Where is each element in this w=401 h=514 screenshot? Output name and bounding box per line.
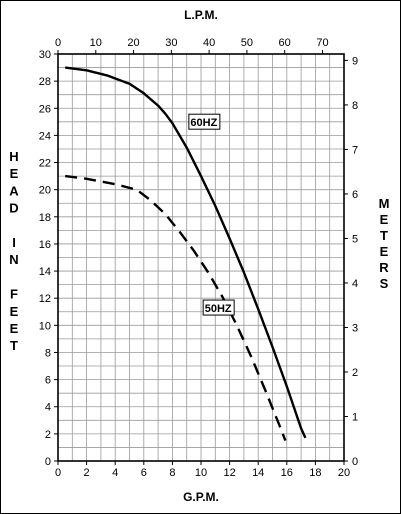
- feet-tick-label: 14: [39, 266, 51, 278]
- top-axis-title: L.P.M.: [184, 8, 218, 22]
- series-line-60hz: [65, 66, 307, 439]
- feet-tick-label: 28: [39, 76, 51, 88]
- left-axis-title-letter: H: [9, 149, 18, 164]
- feet-tick-label: 12: [39, 293, 51, 305]
- lpm-tick-label: 30: [165, 37, 177, 49]
- feet-tick-label: 4: [45, 402, 51, 414]
- left-axis-title-letter: N: [9, 252, 18, 267]
- feet-tick-label: 26: [39, 103, 51, 115]
- feet-tick-label: 0: [45, 456, 51, 468]
- curve-label-box-60hz: [188, 113, 221, 130]
- feet-tick-label: 22: [39, 158, 51, 170]
- right-axis-title-letter: E: [380, 212, 389, 227]
- meters-tick-label: 9: [352, 55, 358, 67]
- right-axis-title-letter: R: [379, 260, 389, 275]
- gpm-tick-label: 8: [169, 467, 175, 479]
- meters-tick-label: 7: [352, 144, 358, 156]
- left-axis-title-letter: E: [10, 304, 19, 319]
- left-axis-title-letter: E: [10, 166, 19, 181]
- series-lines: [65, 66, 307, 442]
- lpm-tick-label: 50: [241, 37, 253, 49]
- meters-tick-label: 1: [352, 411, 358, 423]
- left-axis-title-letter: I: [12, 235, 16, 250]
- gpm-tick-label: 6: [141, 467, 147, 479]
- meters-tick-label: 4: [352, 278, 358, 290]
- right-axis-title-letter: E: [380, 244, 389, 259]
- feet-tick-label: 18: [39, 212, 51, 224]
- right-axis-title-letter: S: [380, 276, 389, 291]
- curve-label-60hz: 60HZ: [190, 117, 217, 129]
- feet-tick-label: 24: [39, 130, 51, 142]
- left-axis-title-letter: A: [9, 183, 19, 198]
- right-axis-title-letter: M: [379, 196, 390, 211]
- meters-tick-label: 5: [352, 233, 358, 245]
- feet-tick-label: 30: [39, 49, 51, 61]
- curve-label-50hz: 50HZ: [205, 303, 232, 315]
- lpm-tick-label: 60: [279, 37, 291, 49]
- meters-tick-label: 8: [352, 100, 358, 112]
- gpm-tick-label: 12: [223, 467, 235, 479]
- gpm-tick-label: 20: [338, 467, 350, 479]
- feet-tick-label: 8: [45, 347, 51, 359]
- feet-tick-label: 10: [39, 320, 51, 332]
- lpm-tick-label: 40: [203, 37, 215, 49]
- lpm-tick-label: 20: [127, 37, 139, 49]
- meters-tick-label: 3: [352, 322, 358, 334]
- bottom-axis-title: G.P.M.: [183, 490, 219, 504]
- meters-tick-label: 2: [352, 367, 358, 379]
- feet-tick-label: 6: [45, 375, 51, 387]
- curve-label-box-50hz: [202, 299, 235, 316]
- feet-tick-label: 16: [39, 239, 51, 251]
- left-axis-title-letter: T: [10, 338, 18, 353]
- tick-labels: 0 2 4 6 8 10 12 14 16 18 200 10 20 30 40 50 60 7002468101…: [39, 37, 358, 479]
- gpm-tick-label: 0: [55, 467, 61, 479]
- gpm-tick-label: 16: [281, 467, 293, 479]
- gpm-tick-label: 14: [252, 467, 264, 479]
- left-axis-title-letter: E: [10, 321, 19, 336]
- meters-tick-label: 0: [352, 456, 358, 468]
- lpm-tick-label: 70: [316, 37, 328, 49]
- gpm-tick-label: 2: [84, 467, 90, 479]
- feet-tick-label: 2: [45, 429, 51, 441]
- gpm-tick-label: 10: [195, 467, 207, 479]
- lpm-tick-label: 0: [55, 37, 61, 49]
- series-line-50hz: [65, 174, 287, 442]
- feet-tick-label: 20: [39, 185, 51, 197]
- gpm-tick-label: 18: [309, 467, 321, 479]
- gpm-tick-label: 4: [112, 467, 118, 479]
- left-axis-title-letter: D: [9, 201, 18, 216]
- lpm-tick-label: 10: [90, 37, 102, 49]
- curve-labels: 60HZ 50HZ: [188, 113, 235, 316]
- left-axis-title-letter: F: [10, 287, 18, 302]
- meters-tick-label: 6: [352, 189, 358, 201]
- right-axis-title-letter: T: [380, 228, 388, 243]
